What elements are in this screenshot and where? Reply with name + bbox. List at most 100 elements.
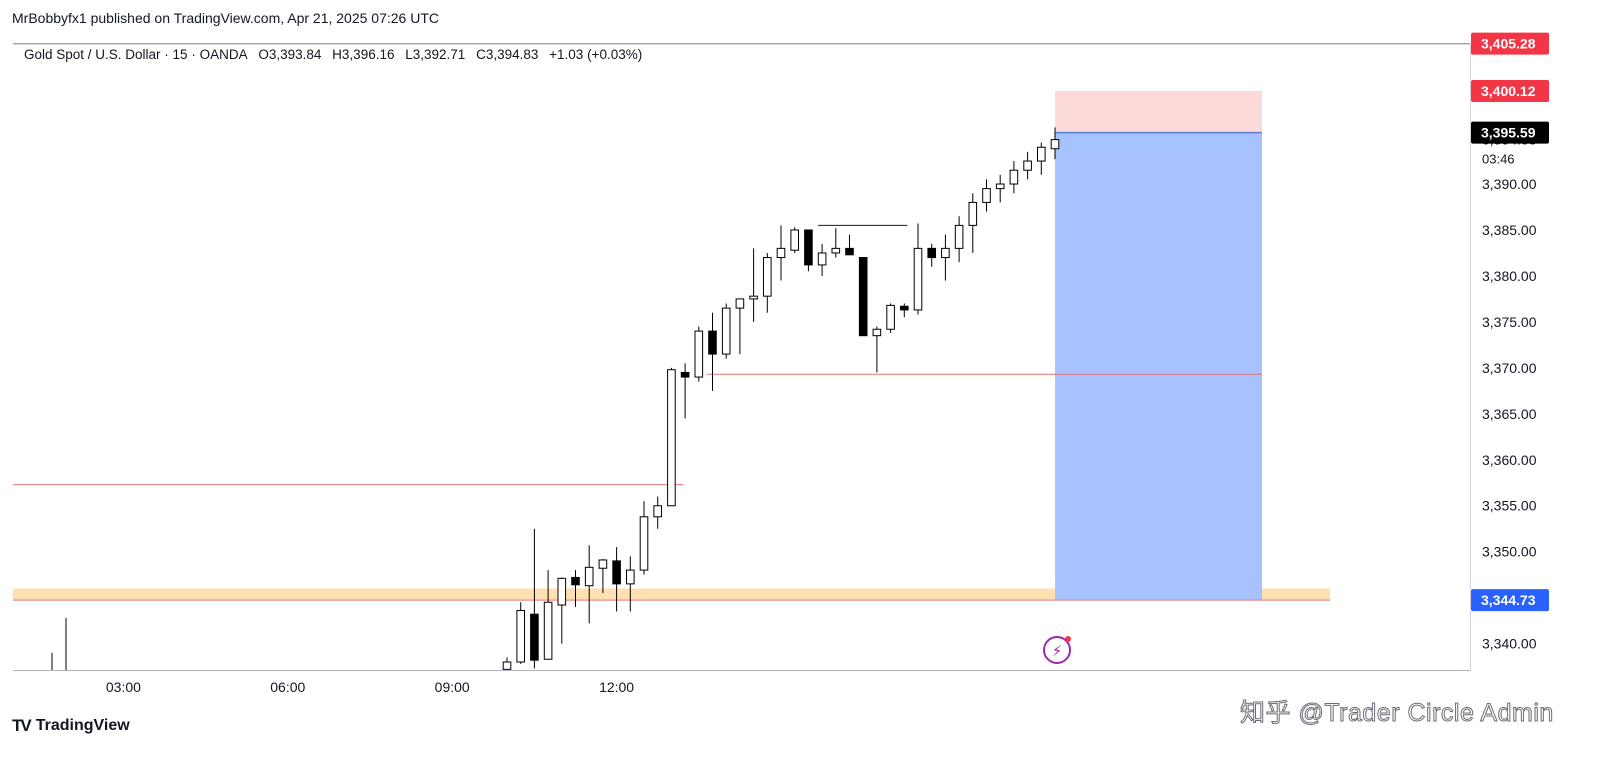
candle-body: [708, 330, 717, 355]
time-axis-border: [13, 670, 1470, 671]
candle-body: [954, 224, 964, 249]
lightning-icon[interactable]: ⚡: [1043, 636, 1071, 664]
candle: [804, 229, 813, 272]
candle-body: [858, 257, 868, 337]
watermark-text: 知乎 @Trader Circle Admin: [1240, 699, 1554, 728]
candle-body: [735, 298, 745, 309]
price-tick-label: 3,385.00: [1482, 222, 1537, 238]
time-tick-label: 06:00: [270, 679, 305, 695]
candle: [749, 248, 758, 322]
candle-body: [653, 505, 663, 518]
symbol-name[interactable]: Gold Spot / U.S. Dollar · 15 · OANDA: [24, 47, 248, 62]
candle: [995, 174, 1005, 203]
price-label-text: 3,400.12: [1481, 83, 1536, 99]
candle-body: [598, 559, 608, 569]
candle: [612, 547, 621, 612]
price-tick-label: 3,360.00: [1482, 452, 1537, 468]
candle: [776, 225, 786, 281]
candle-body: [749, 295, 758, 300]
candle-body: [694, 330, 704, 378]
candle: [680, 363, 690, 419]
price-label-text: 3,344.73: [1481, 592, 1536, 608]
candle: [1037, 142, 1046, 175]
ohlc-low: L3,392.71: [405, 47, 466, 62]
candle: [571, 570, 580, 607]
candle-body: [982, 188, 991, 203]
candle: [941, 234, 950, 281]
price-tick-label: 3,375.00: [1482, 314, 1537, 330]
candle: [872, 326, 882, 373]
candle: [1050, 127, 1060, 160]
price-label-box: [1471, 589, 1549, 612]
candle: [653, 496, 663, 529]
support-zone: [13, 588, 1330, 601]
stop-loss-zone: [1055, 91, 1262, 133]
candle-body: [516, 610, 526, 663]
candle: [502, 657, 512, 670]
candle: [598, 559, 608, 594]
candle: [708, 312, 717, 391]
price-label-box: [1471, 80, 1549, 102]
price-label-text: 3,395.59: [1481, 125, 1536, 141]
symbol-legend[interactable]: Gold Spot / U.S. Dollar · 15 · OANDA O3,…: [24, 47, 650, 62]
candle: [543, 570, 553, 660]
candle: [667, 367, 676, 507]
candle-body: [721, 307, 731, 355]
candle-body: [831, 247, 841, 254]
ohlc-open: O3,393.84: [258, 47, 322, 62]
candle: [735, 298, 745, 355]
candle-body: [1009, 169, 1019, 185]
price-tick-label: 3,380.00: [1482, 268, 1537, 284]
price-tick-label: 3,390.00: [1482, 176, 1537, 192]
tradingview-logo[interactable]: TV TradingView: [12, 716, 130, 736]
ohlc-high: H3,396.16: [332, 47, 395, 62]
candle-body: [543, 601, 553, 660]
candle-body: [804, 229, 813, 266]
price-tick-label: 3,355.00: [1482, 498, 1537, 514]
candle: [721, 303, 731, 359]
candle: [584, 545, 594, 624]
candle-body: [584, 566, 594, 587]
candle: [557, 577, 567, 644]
time-tick-label: 09:00: [435, 679, 470, 695]
candle-body: [667, 369, 676, 507]
candle-body: [626, 569, 635, 585]
candle-body: [790, 229, 800, 251]
candle: [1009, 161, 1019, 194]
price-axis-layer: 3,340.003,345.003,350.003,355.003,360.00…: [1471, 32, 1549, 652]
candle-body: [502, 661, 512, 670]
candle-body: [639, 516, 649, 571]
zones-layer: [13, 91, 1330, 601]
candle-body: [872, 328, 882, 337]
candle-body: [571, 576, 580, 586]
take-profit-zone: [1055, 132, 1262, 601]
candle-body: [927, 247, 937, 259]
candle: [927, 243, 937, 267]
price-chart[interactable]: 3,340.003,345.003,350.003,355.003,360.00…: [0, 0, 1600, 700]
publish-info: MrBobbyfx1 published on TradingView.com,…: [12, 10, 439, 26]
candle-body: [776, 247, 786, 259]
candle: [831, 228, 841, 258]
price-tick-label: 3,370.00: [1482, 360, 1537, 376]
candle: [790, 227, 800, 253]
candle-body: [941, 247, 950, 259]
candle: [858, 257, 868, 337]
candle: [1023, 151, 1032, 180]
candle-body: [557, 577, 567, 606]
price-tick-label: 3,365.00: [1482, 406, 1537, 422]
price-tick-label: 3,350.00: [1482, 544, 1537, 560]
candle-body: [1037, 146, 1046, 162]
time-tick-label: 12:00: [599, 679, 634, 695]
candle: [639, 501, 649, 575]
candle-body: [817, 252, 827, 266]
tv-logo-text: TradingView: [35, 717, 130, 734]
chart-area[interactable]: [13, 44, 1471, 671]
candle-body: [845, 247, 854, 256]
candle-body: [612, 560, 621, 585]
candle: [845, 234, 854, 256]
candle: [900, 303, 909, 318]
candle: [694, 326, 704, 382]
levels-layer: [13, 43, 1470, 601]
candle: [886, 303, 895, 333]
